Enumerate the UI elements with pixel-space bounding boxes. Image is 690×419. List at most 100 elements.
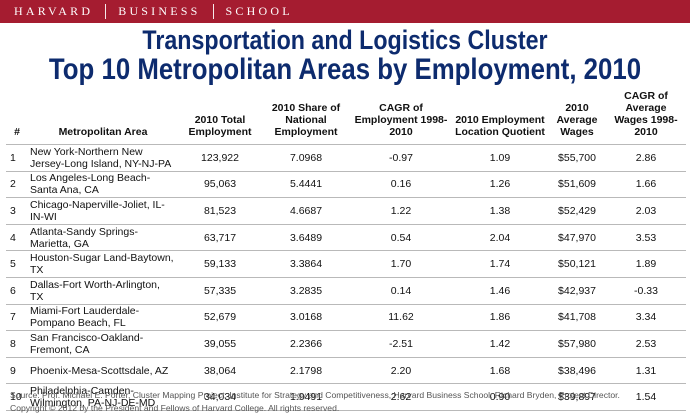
cell-share-national: 2.1798: [262, 357, 350, 385]
cell-average-wages: $57,980: [548, 330, 606, 358]
copyright-note: Copyright © 2012 by the President and Fe…: [10, 403, 340, 413]
cell-rank: 5: [6, 250, 28, 278]
cell-total-employment: 123,922: [178, 144, 262, 172]
cell-cagr-wages: 1.66: [606, 171, 686, 199]
title-line-2: Top 10 Metropolitan Areas by Employment,…: [48, 53, 642, 86]
cell-cagr-employment: 2.62: [350, 383, 452, 411]
cell-cagr-wages: 2.86: [606, 144, 686, 172]
table-row: 9 Phoenix-Mesa-Scottsdale, AZ 38,064 2.1798…: [6, 357, 686, 385]
col-header-cagr-wages: CAGR of Average Wages 1998-2010: [606, 90, 686, 145]
cell-metro-area: Dallas-Fort Worth-Arlington, TX: [28, 277, 178, 305]
col-header-average-wages: 2010 Average Wages: [548, 90, 606, 145]
metro-areas-table: # Metropolitan Area 2010 Total Employmen…: [6, 90, 686, 411]
cell-location-quotient: 1.46: [452, 277, 548, 305]
table-row: 5 Houston-Sugar Land-Baytown, TX 59,133 3.3…: [6, 250, 686, 278]
col-header-metro-area: Metropolitan Area: [28, 90, 178, 145]
cell-location-quotient: 1.68: [452, 357, 548, 385]
cell-rank: 1: [6, 144, 28, 172]
cell-total-employment: 95,063: [178, 171, 262, 199]
cell-location-quotient: 1.42: [452, 330, 548, 358]
table-row: 6 Dallas-Fort Worth-Arlington, TX 57,335 3.…: [6, 277, 686, 305]
cell-average-wages: $50,121: [548, 250, 606, 278]
cell-cagr-employment: 11.62: [350, 304, 452, 332]
brand-separator: [105, 4, 107, 19]
cell-rank: 4: [6, 224, 28, 252]
cell-total-employment: 59,133: [178, 250, 262, 278]
cell-cagr-wages: 1.54: [606, 383, 686, 411]
cell-metro-area: Houston-Sugar Land-Baytown, TX: [28, 250, 178, 278]
cell-average-wages: $41,708: [548, 304, 606, 332]
cell-cagr-employment: 0.14: [350, 277, 452, 305]
table-row: 1 New York-Northern New Jersey-Long Islan…: [6, 144, 686, 172]
cell-average-wages: $38,496: [548, 357, 606, 385]
cell-share-national: 2.2366: [262, 330, 350, 358]
cell-cagr-wages: 2.03: [606, 197, 686, 225]
brand-separator: [212, 4, 214, 19]
cell-location-quotient: 2.04: [452, 224, 548, 252]
cell-total-employment: 38,064: [178, 357, 262, 385]
cell-share-national: 4.6687: [262, 197, 350, 225]
brand-business: BUSINESS: [118, 4, 201, 18]
cell-average-wages: $55,700: [548, 144, 606, 172]
table-row: 3 Chicago-Naperville-Joliet, IL-IN-WI 81,5…: [6, 197, 686, 225]
title-line-1: Transportation and Logistics Cluster: [142, 25, 548, 55]
cell-share-national: 3.6489: [262, 224, 350, 252]
cell-share-national: 3.2835: [262, 277, 350, 305]
col-header-rank: #: [6, 90, 28, 145]
cell-cagr-employment: 0.16: [350, 171, 452, 199]
cell-cagr-wages: 1.89: [606, 250, 686, 278]
cell-cagr-wages: -0.33: [606, 277, 686, 305]
cell-rank: 7: [6, 304, 28, 332]
col-header-cagr-employment: CAGR of Employment 1998-2010: [350, 90, 452, 145]
cell-cagr-employment: 2.20: [350, 357, 452, 385]
cell-rank: 8: [6, 330, 28, 358]
cell-metro-area: Phoenix-Mesa-Scottsdale, AZ: [28, 357, 178, 385]
cell-average-wages: $52,429: [548, 197, 606, 225]
cell-cagr-employment: 1.22: [350, 197, 452, 225]
cell-average-wages: $39,897: [548, 383, 606, 411]
brand-school: SCHOOL: [225, 4, 293, 18]
cell-metro-area: Atlanta-Sandy Springs-Marietta, GA: [28, 224, 178, 252]
col-header-location-quotient: 2010 Employment Location Quotient: [452, 90, 548, 145]
cell-metro-area: Chicago-Naperville-Joliet, IL-IN-WI: [28, 197, 178, 225]
table-row: 2 Los Angeles-Long Beach-Santa Ana, CA 95,…: [6, 171, 686, 199]
cell-rank: 6: [6, 277, 28, 305]
cell-metro-area: San Francisco-Oakland-Fremont, CA: [28, 330, 178, 358]
cell-share-national: 7.0968: [262, 144, 350, 172]
cell-location-quotient: 1.38: [452, 197, 548, 225]
cell-location-quotient: 1.09: [452, 144, 548, 172]
cell-cagr-wages: 3.34: [606, 304, 686, 332]
cell-share-national: 5.4441: [262, 171, 350, 199]
cell-location-quotient: 1.86: [452, 304, 548, 332]
cell-rank: 3: [6, 197, 28, 225]
cell-cagr-wages: 3.53: [606, 224, 686, 252]
cell-share-national: 3.0168: [262, 304, 350, 332]
source-note: Source: Prof. Michael E. Porter, Cluster…: [10, 390, 620, 400]
cell-cagr-employment: -2.51: [350, 330, 452, 358]
cell-average-wages: $42,937: [548, 277, 606, 305]
hbs-header-bar: HARVARD BUSINESS SCHOOL: [0, 0, 690, 23]
cell-average-wages: $47,970: [548, 224, 606, 252]
table-row: 8 San Francisco-Oakland-Fremont, CA 39,055…: [6, 330, 686, 358]
table-row: 4 Atlanta-Sandy Springs-Marietta, GA 63,71…: [6, 224, 686, 252]
cell-metro-area: Los Angeles-Long Beach-Santa Ana, CA: [28, 171, 178, 199]
cell-metro-area: Philadelphia-Camden-Wilmington, PA-NJ-DE…: [28, 383, 178, 411]
cell-cagr-employment: -0.97: [350, 144, 452, 172]
cell-total-employment: 57,335: [178, 277, 262, 305]
col-header-total-employment: 2010 Total Employment: [178, 90, 262, 145]
cell-rank: 2: [6, 171, 28, 199]
cell-metro-area: New York-Northern New Jersey-Long Island…: [28, 144, 178, 172]
table-header-row: # Metropolitan Area 2010 Total Employmen…: [6, 90, 686, 145]
cell-rank: 9: [6, 357, 28, 385]
cell-total-employment: 39,055: [178, 330, 262, 358]
cell-cagr-employment: 0.54: [350, 224, 452, 252]
cell-average-wages: $51,609: [548, 171, 606, 199]
cell-cagr-wages: 1.31: [606, 357, 686, 385]
cell-total-employment: 52,679: [178, 304, 262, 332]
source-footer: Source: Prof. Michael E. Porter, Cluster…: [10, 389, 686, 415]
cell-location-quotient: 1.26: [452, 171, 548, 199]
cell-metro-area: Miami-Fort Lauderdale-Pompano Beach, FL: [28, 304, 178, 332]
cell-location-quotient: 1.74: [452, 250, 548, 278]
cell-total-employment: 81,523: [178, 197, 262, 225]
col-header-share-national: 2010 Share of National Employment: [262, 90, 350, 145]
